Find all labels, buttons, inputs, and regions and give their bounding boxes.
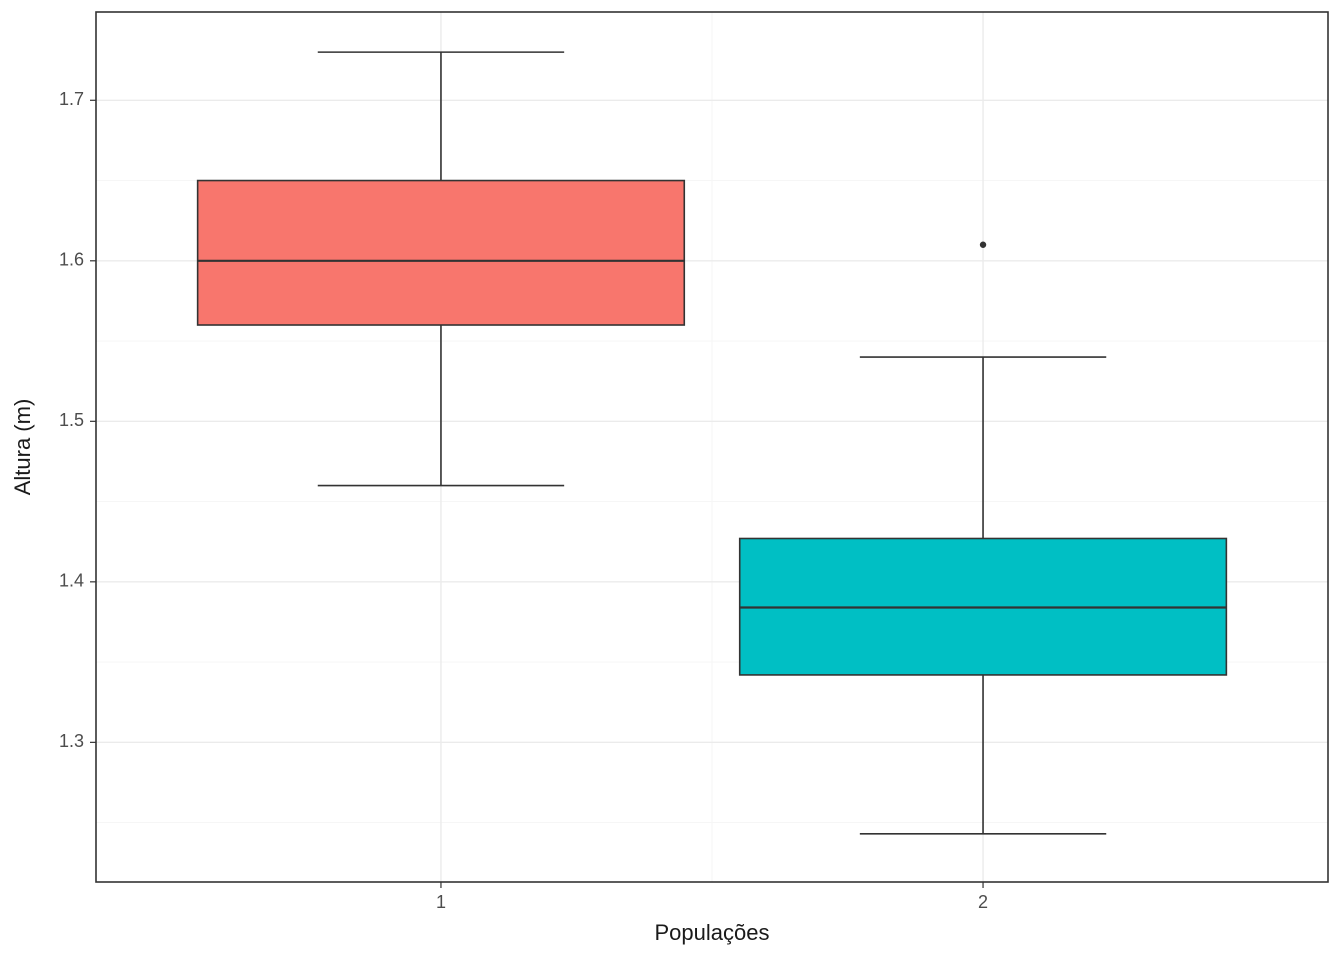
- y-tick-label: 1.4: [59, 571, 84, 591]
- x-tick-label: 1: [436, 892, 446, 912]
- x-axis-title: Populações: [655, 920, 770, 945]
- y-tick-label: 1.3: [59, 731, 84, 751]
- boxplot-chart: 1.3 1.4 1.5 1.6 1.7 1 2 Populações Altura (m): [0, 0, 1344, 960]
- x-tick-label: 2: [978, 892, 988, 912]
- y-tick-label: 1.6: [59, 250, 84, 270]
- y-tick-label: 1.7: [59, 89, 84, 109]
- y-tick-label: 1.5: [59, 410, 84, 430]
- y-axis-title: Altura (m): [10, 399, 35, 496]
- chart-svg: 1.3 1.4 1.5 1.6 1.7 1 2 Populações Altura (m): [0, 0, 1344, 960]
